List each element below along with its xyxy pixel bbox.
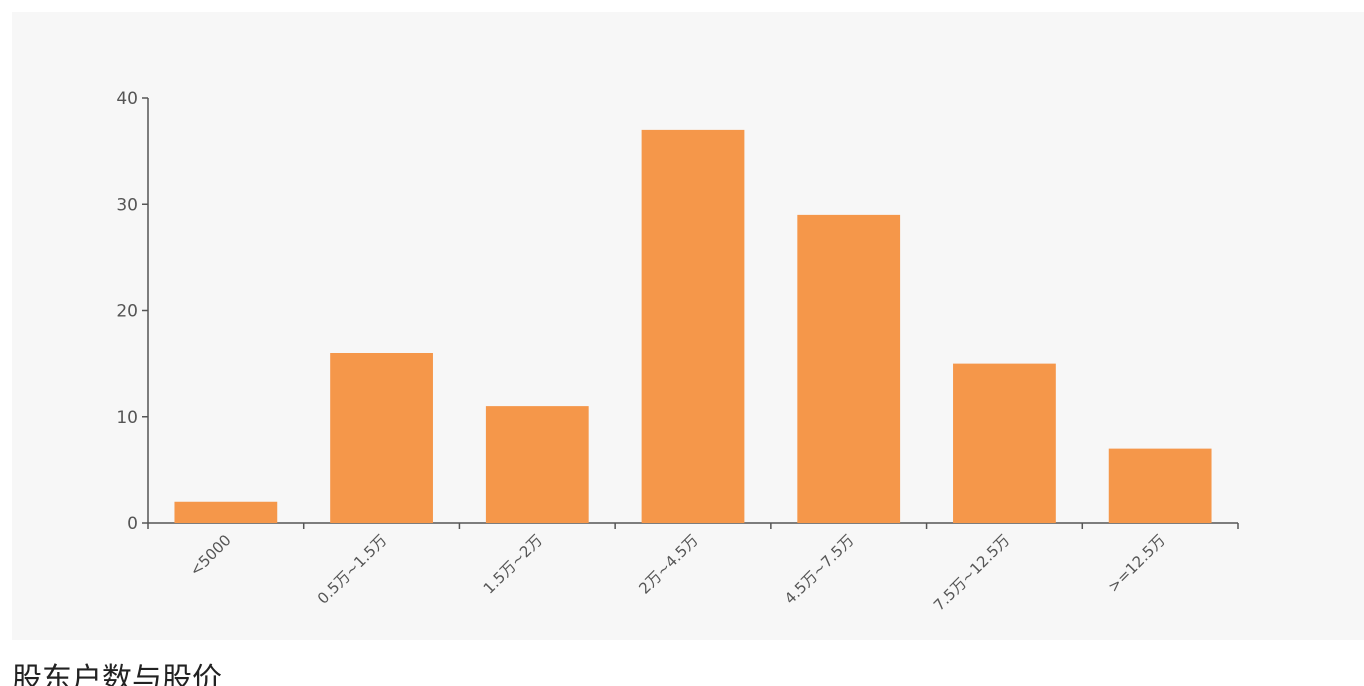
- bar: [330, 353, 433, 523]
- chart-panel: 0 10 20 30 40 <5000 0.5万~1.5万 1.5万~2万 2万~4.5万 4.…: [12, 12, 1364, 640]
- x-tick-label: <5000: [186, 531, 235, 580]
- x-tick-label: 2万~4.5万: [635, 531, 701, 597]
- bar: [641, 129, 745, 523]
- x-tick-label: 1.5万~2万: [480, 531, 546, 597]
- x-axis: <5000 0.5万~1.5万 1.5万~2万 2万~4.5万 4.5万~7.5万 7.5…: [147, 522, 1239, 614]
- bar: [174, 501, 278, 523]
- bar-chart: 0 10 20 30 40 <5000 0.5万~1.5万 1.5万~2万 2万~4.5万 4.…: [116, 89, 1239, 614]
- y-tick-label: 10: [116, 408, 138, 428]
- bars: [174, 129, 1212, 523]
- bar: [797, 214, 901, 523]
- y-axis: 0 10 20 30 40: [116, 89, 149, 534]
- section-heading: 股东户数与股价: [12, 662, 222, 686]
- bar: [1108, 448, 1212, 523]
- x-tick-label: 0.5万~1.5万: [314, 531, 391, 608]
- y-tick-label: 20: [116, 302, 138, 322]
- x-tick-label: >=12.5万: [1104, 531, 1169, 596]
- y-tick-label: 40: [116, 89, 138, 109]
- bar: [485, 406, 589, 523]
- x-tick-label: 4.5万~7.5万: [781, 531, 858, 608]
- x-tick-label: 7.5万~12.5万: [930, 531, 1013, 614]
- y-tick-label: 30: [116, 195, 138, 215]
- bar: [953, 363, 1056, 523]
- y-tick-label: 0: [127, 514, 138, 534]
